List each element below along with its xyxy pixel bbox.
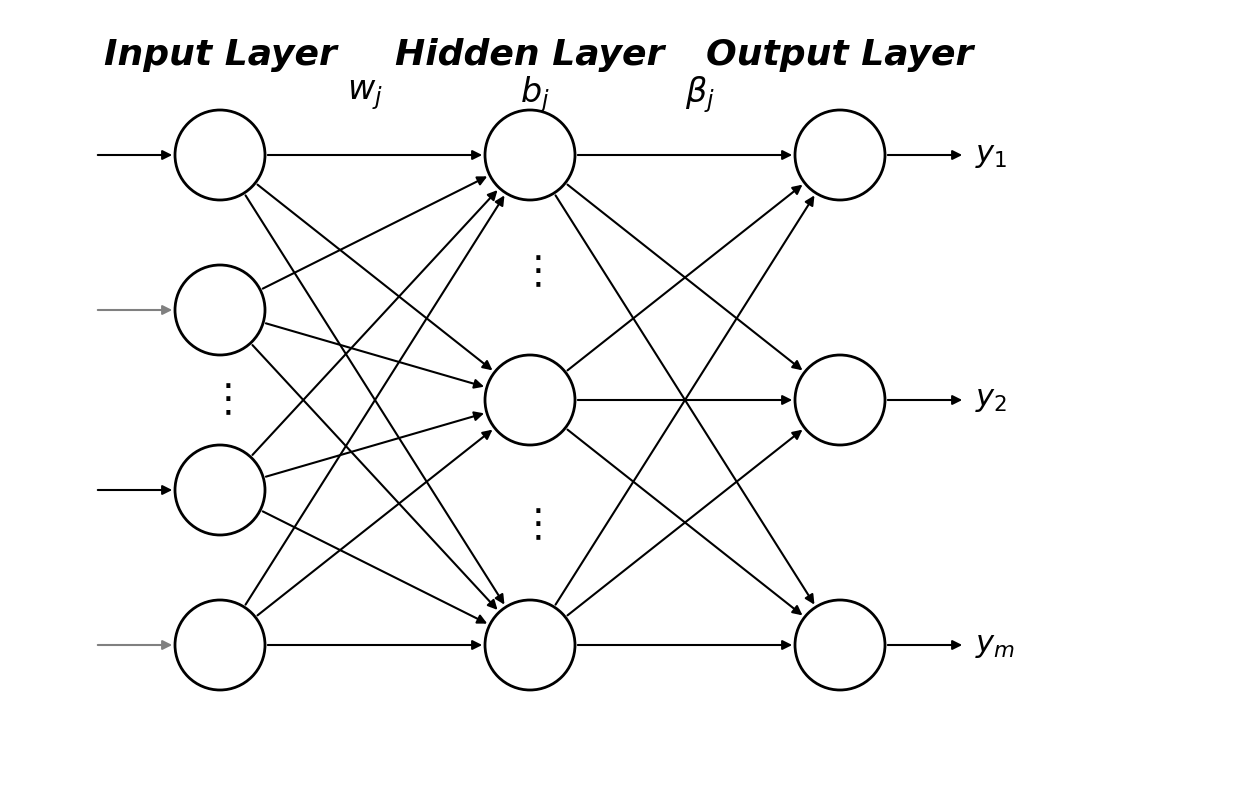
Text: $y_2$: $y_2$ xyxy=(975,385,1007,415)
Text: $b_j$: $b_j$ xyxy=(520,75,549,115)
Circle shape xyxy=(175,445,265,535)
Circle shape xyxy=(175,600,265,690)
Text: Input Layer: Input Layer xyxy=(104,38,336,72)
Circle shape xyxy=(175,110,265,200)
Circle shape xyxy=(485,110,575,200)
Text: Output Layer: Output Layer xyxy=(707,38,973,72)
Text: $y_1$: $y_1$ xyxy=(975,141,1007,170)
Text: $\vdots$: $\vdots$ xyxy=(828,381,852,419)
Text: $w_j$: $w_j$ xyxy=(347,78,383,112)
Text: $y_m$: $y_m$ xyxy=(975,630,1016,660)
Text: $\vdots$: $\vdots$ xyxy=(518,506,542,544)
Text: Hidden Layer: Hidden Layer xyxy=(396,38,665,72)
Circle shape xyxy=(795,355,885,445)
Text: $\vdots$: $\vdots$ xyxy=(208,381,232,419)
Circle shape xyxy=(485,600,575,690)
Circle shape xyxy=(795,110,885,200)
Circle shape xyxy=(485,355,575,445)
Text: $\beta_j$: $\beta_j$ xyxy=(686,75,715,115)
Circle shape xyxy=(175,265,265,355)
Circle shape xyxy=(795,600,885,690)
Text: $\vdots$: $\vdots$ xyxy=(518,253,542,291)
